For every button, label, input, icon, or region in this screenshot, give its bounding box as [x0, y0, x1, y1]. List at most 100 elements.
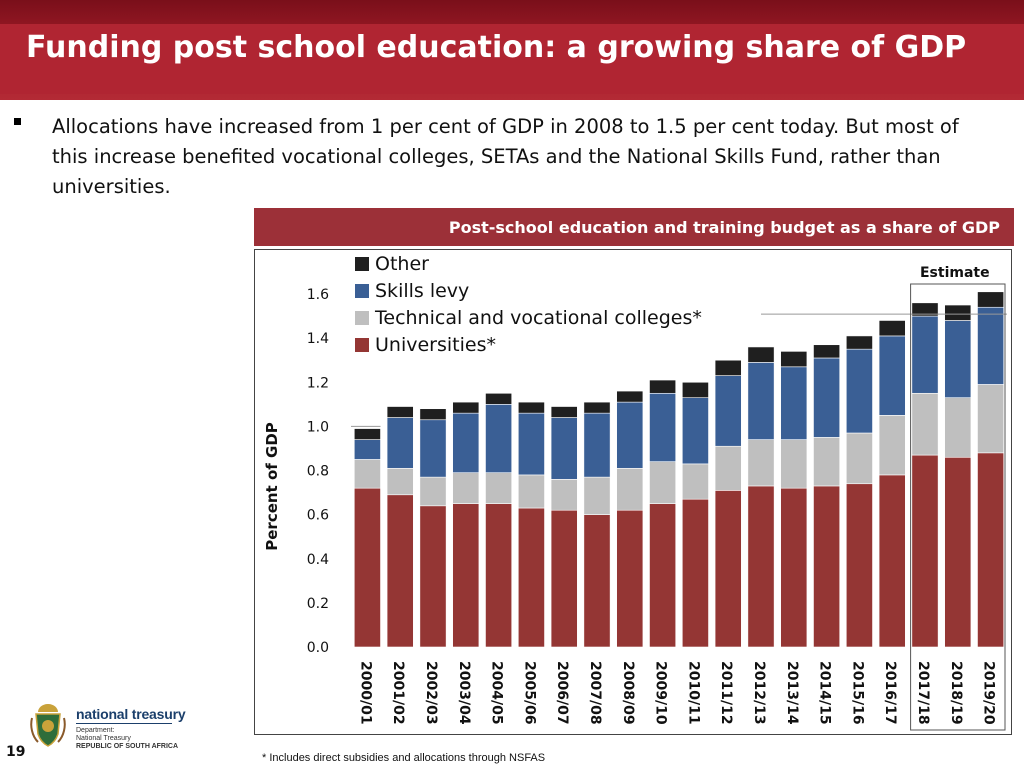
bar-segment: [649, 461, 677, 504]
bar-segment: [452, 503, 480, 648]
x-tick-label: 2009/10: [653, 661, 669, 725]
bar-segment: [583, 412, 611, 478]
bar-segment: [780, 487, 808, 648]
bar-segment: [583, 476, 611, 515]
y-tick-label: 0.6: [307, 508, 329, 524]
bar-segment: [845, 348, 873, 434]
x-tick-label: 2007/08: [587, 661, 603, 725]
x-tick-label: 2015/16: [849, 661, 865, 725]
x-tick-label: 2013/14: [784, 661, 800, 725]
x-tick-label: 2017/18: [915, 661, 931, 725]
bar-segment: [452, 472, 480, 504]
x-tick-label: 2000/01: [357, 661, 373, 725]
bar-segment: [845, 432, 873, 485]
bar-segment: [616, 509, 644, 648]
y-tick-label: 0.4: [307, 552, 329, 568]
bar-segment: [911, 392, 939, 456]
bar-segment: [649, 392, 677, 462]
logo-line: Department:: [76, 727, 115, 734]
bar-segment: [419, 505, 447, 648]
bar-segment: [845, 483, 873, 648]
bar-segment: [780, 366, 808, 440]
bar-segment: [550, 479, 578, 511]
bar-segment: [780, 351, 808, 368]
bar-segment: [813, 344, 841, 359]
bar-segment: [353, 439, 381, 460]
x-tick-label: 2003/04: [456, 661, 472, 725]
x-tick-label: 2002/03: [423, 661, 439, 725]
bullet-marker: [14, 118, 21, 125]
x-tick-label: 2012/13: [751, 661, 767, 725]
bar-segment: [550, 406, 578, 418]
bar-segment: [681, 397, 709, 465]
chart-title: Post-school education and training budge…: [448, 218, 1000, 237]
bar-segment: [616, 467, 644, 511]
estimate-box: [910, 283, 1006, 731]
bar-segment: [616, 401, 644, 469]
logo-name: national treasury: [76, 706, 186, 722]
legend-swatch: [355, 284, 369, 298]
bar-segment: [813, 437, 841, 487]
bar-segment: [353, 487, 381, 648]
bar-segment: [911, 302, 939, 317]
logo-line: National Treasury: [76, 735, 131, 742]
x-tick-label: 2006/07: [554, 661, 570, 725]
logo: national treasury Department: National T…: [76, 706, 186, 751]
x-tick-label: 2019/20: [981, 661, 997, 725]
bar-segment: [550, 417, 578, 480]
y-axis-label: Percent of GDP: [263, 422, 281, 551]
x-tick-label: 2010/11: [685, 661, 701, 725]
x-tick-label: 2001/02: [390, 661, 406, 725]
bar-segment: [845, 335, 873, 350]
bar-segment: [649, 379, 677, 394]
legend-swatch: [355, 338, 369, 352]
x-tick-label: 2005/06: [521, 661, 537, 725]
footnote: * Includes direct subsidies and allocati…: [262, 752, 546, 764]
y-tick-label: 1.6: [307, 287, 329, 303]
bullet-text: Allocations have increased from 1 per ce…: [52, 115, 959, 198]
legend-label: Other: [375, 253, 429, 275]
y-tick-label: 0.2: [307, 596, 329, 612]
bar-segment: [714, 375, 742, 447]
bar-segment: [583, 514, 611, 648]
bar-segment: [517, 412, 545, 476]
bar-segment: [911, 454, 939, 648]
chart-frame: 0.0 0.2 0.4 0.6 0.8 1.0 1.2 1.4 1.6 Percent of GD…: [254, 249, 1012, 735]
bar-segment: [977, 452, 1005, 648]
bar-segment: [419, 408, 447, 421]
legend-swatch: [355, 311, 369, 325]
bar-segment: [944, 397, 972, 458]
bar-segment: [517, 401, 545, 414]
y-tick-label: 1.4: [307, 331, 329, 347]
bar-segment: [878, 320, 906, 337]
bar-segment: [780, 439, 808, 489]
bar-segment: [944, 456, 972, 648]
logo-sub: Department: National Treasury REPUBLIC O…: [76, 727, 185, 751]
bar-segment: [681, 498, 709, 648]
bar-segment: [386, 467, 414, 496]
bar-segment: [714, 445, 742, 491]
bar-segment: [747, 485, 775, 648]
bar-segment: [681, 381, 709, 398]
legend-swatch: [355, 257, 369, 271]
bar-segment: [813, 357, 841, 438]
legend-label: Skills levy: [375, 280, 469, 302]
x-tick-label: 2016/17: [882, 661, 898, 725]
bar-segment: [878, 415, 906, 476]
legend-label: Technical and vocational colleges*: [374, 307, 702, 329]
page-title: Funding post school education: a growing…: [26, 30, 967, 65]
bar-segment: [353, 459, 381, 489]
bar-segment: [878, 474, 906, 648]
bar-segment: [944, 320, 972, 398]
bar-segment: [485, 404, 513, 474]
bar-segment: [977, 291, 1005, 308]
y-tick-label: 1.0: [307, 419, 329, 435]
x-tick-label: 2014/15: [817, 661, 833, 725]
bar-segment: [747, 439, 775, 487]
slide-number: 19: [6, 744, 26, 760]
bar-segment: [714, 490, 742, 648]
x-tick-label: 2018/19: [948, 661, 964, 725]
bar-segment: [517, 474, 545, 509]
bar-segment: [649, 503, 677, 648]
bar-segment: [419, 476, 447, 507]
